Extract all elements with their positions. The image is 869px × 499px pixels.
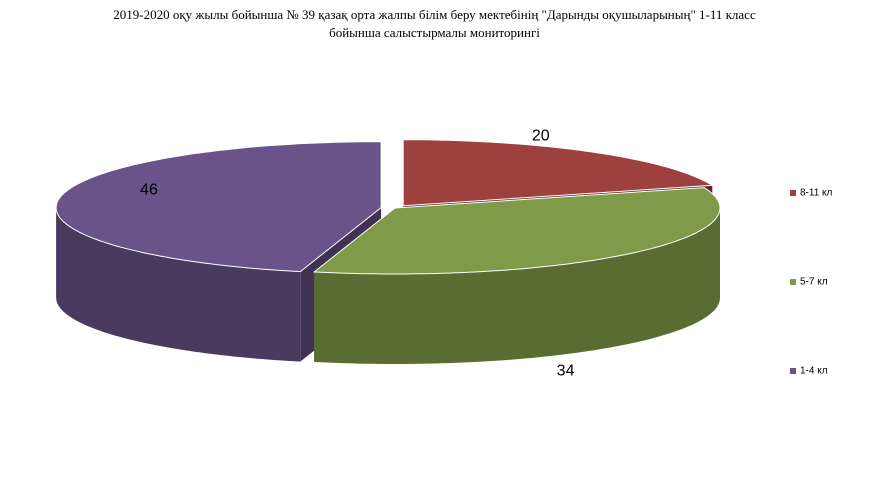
slice-top xyxy=(402,139,714,207)
legend-label: 1-4 кл xyxy=(800,366,828,377)
legend-label: 5-7 кл xyxy=(800,277,828,288)
value-label: 20 xyxy=(532,128,550,145)
legend-swatch xyxy=(790,190,796,196)
legend-swatch xyxy=(790,368,796,374)
pie-slice xyxy=(312,187,721,364)
legend-swatch xyxy=(790,279,796,285)
value-label: 46 xyxy=(140,181,158,198)
slice-wall xyxy=(56,207,301,362)
slice-top xyxy=(55,141,382,273)
title-box: 2019-2020 оқу жылы бойынша № 39 қазақ ор… xyxy=(0,6,869,42)
pie-slice xyxy=(55,141,382,362)
chart-title: 2019-2020 оқу жылы бойынша № 39 қазақ ор… xyxy=(113,7,756,40)
legend-label: 8-11 кл xyxy=(800,188,833,199)
slice-wall xyxy=(314,208,720,364)
slice-top xyxy=(312,187,721,275)
value-label: 34 xyxy=(557,362,575,379)
